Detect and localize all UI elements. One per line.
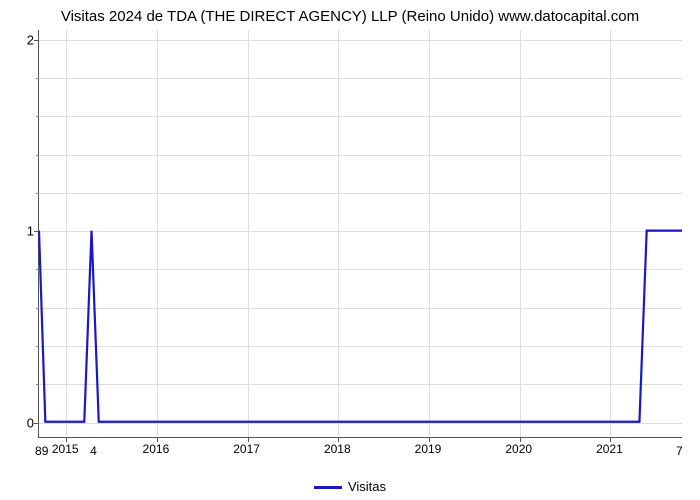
ytick-minor-mark bbox=[36, 193, 39, 194]
ytick-label: 0 bbox=[4, 415, 34, 430]
ytick-label: 2 bbox=[4, 32, 34, 47]
xtick-label: 2018 bbox=[324, 442, 351, 456]
ytick-minor-mark bbox=[36, 116, 39, 117]
xtick-label: 2017 bbox=[233, 442, 260, 456]
xtick-label: 2016 bbox=[143, 442, 170, 456]
ytick-minor-mark bbox=[36, 308, 39, 309]
count-label: 89 bbox=[35, 444, 48, 458]
chart-title: Visitas 2024 de TDA (THE DIRECT AGENCY) … bbox=[0, 8, 700, 25]
ytick-mark bbox=[34, 40, 39, 41]
ytick-mark bbox=[34, 231, 39, 232]
count-label: 4 bbox=[90, 444, 97, 458]
xtick-label: 2021 bbox=[596, 442, 623, 456]
line-series bbox=[39, 30, 682, 437]
ytick-label: 1 bbox=[4, 224, 34, 239]
ytick-minor-mark bbox=[36, 155, 39, 156]
xtick-label: 2015 bbox=[52, 442, 79, 456]
xtick-label: 2020 bbox=[505, 442, 532, 456]
xtick-label: 2019 bbox=[415, 442, 442, 456]
legend-swatch bbox=[314, 486, 342, 489]
legend-label: Visitas bbox=[348, 479, 386, 494]
legend: Visitas bbox=[0, 479, 700, 494]
ytick-minor-mark bbox=[36, 384, 39, 385]
ytick-minor-mark bbox=[36, 78, 39, 79]
ytick-mark bbox=[34, 423, 39, 424]
chart-plot-area: 8947 bbox=[38, 30, 682, 438]
ytick-minor-mark bbox=[36, 346, 39, 347]
count-label: 7 bbox=[676, 444, 683, 458]
ytick-minor-mark bbox=[36, 269, 39, 270]
